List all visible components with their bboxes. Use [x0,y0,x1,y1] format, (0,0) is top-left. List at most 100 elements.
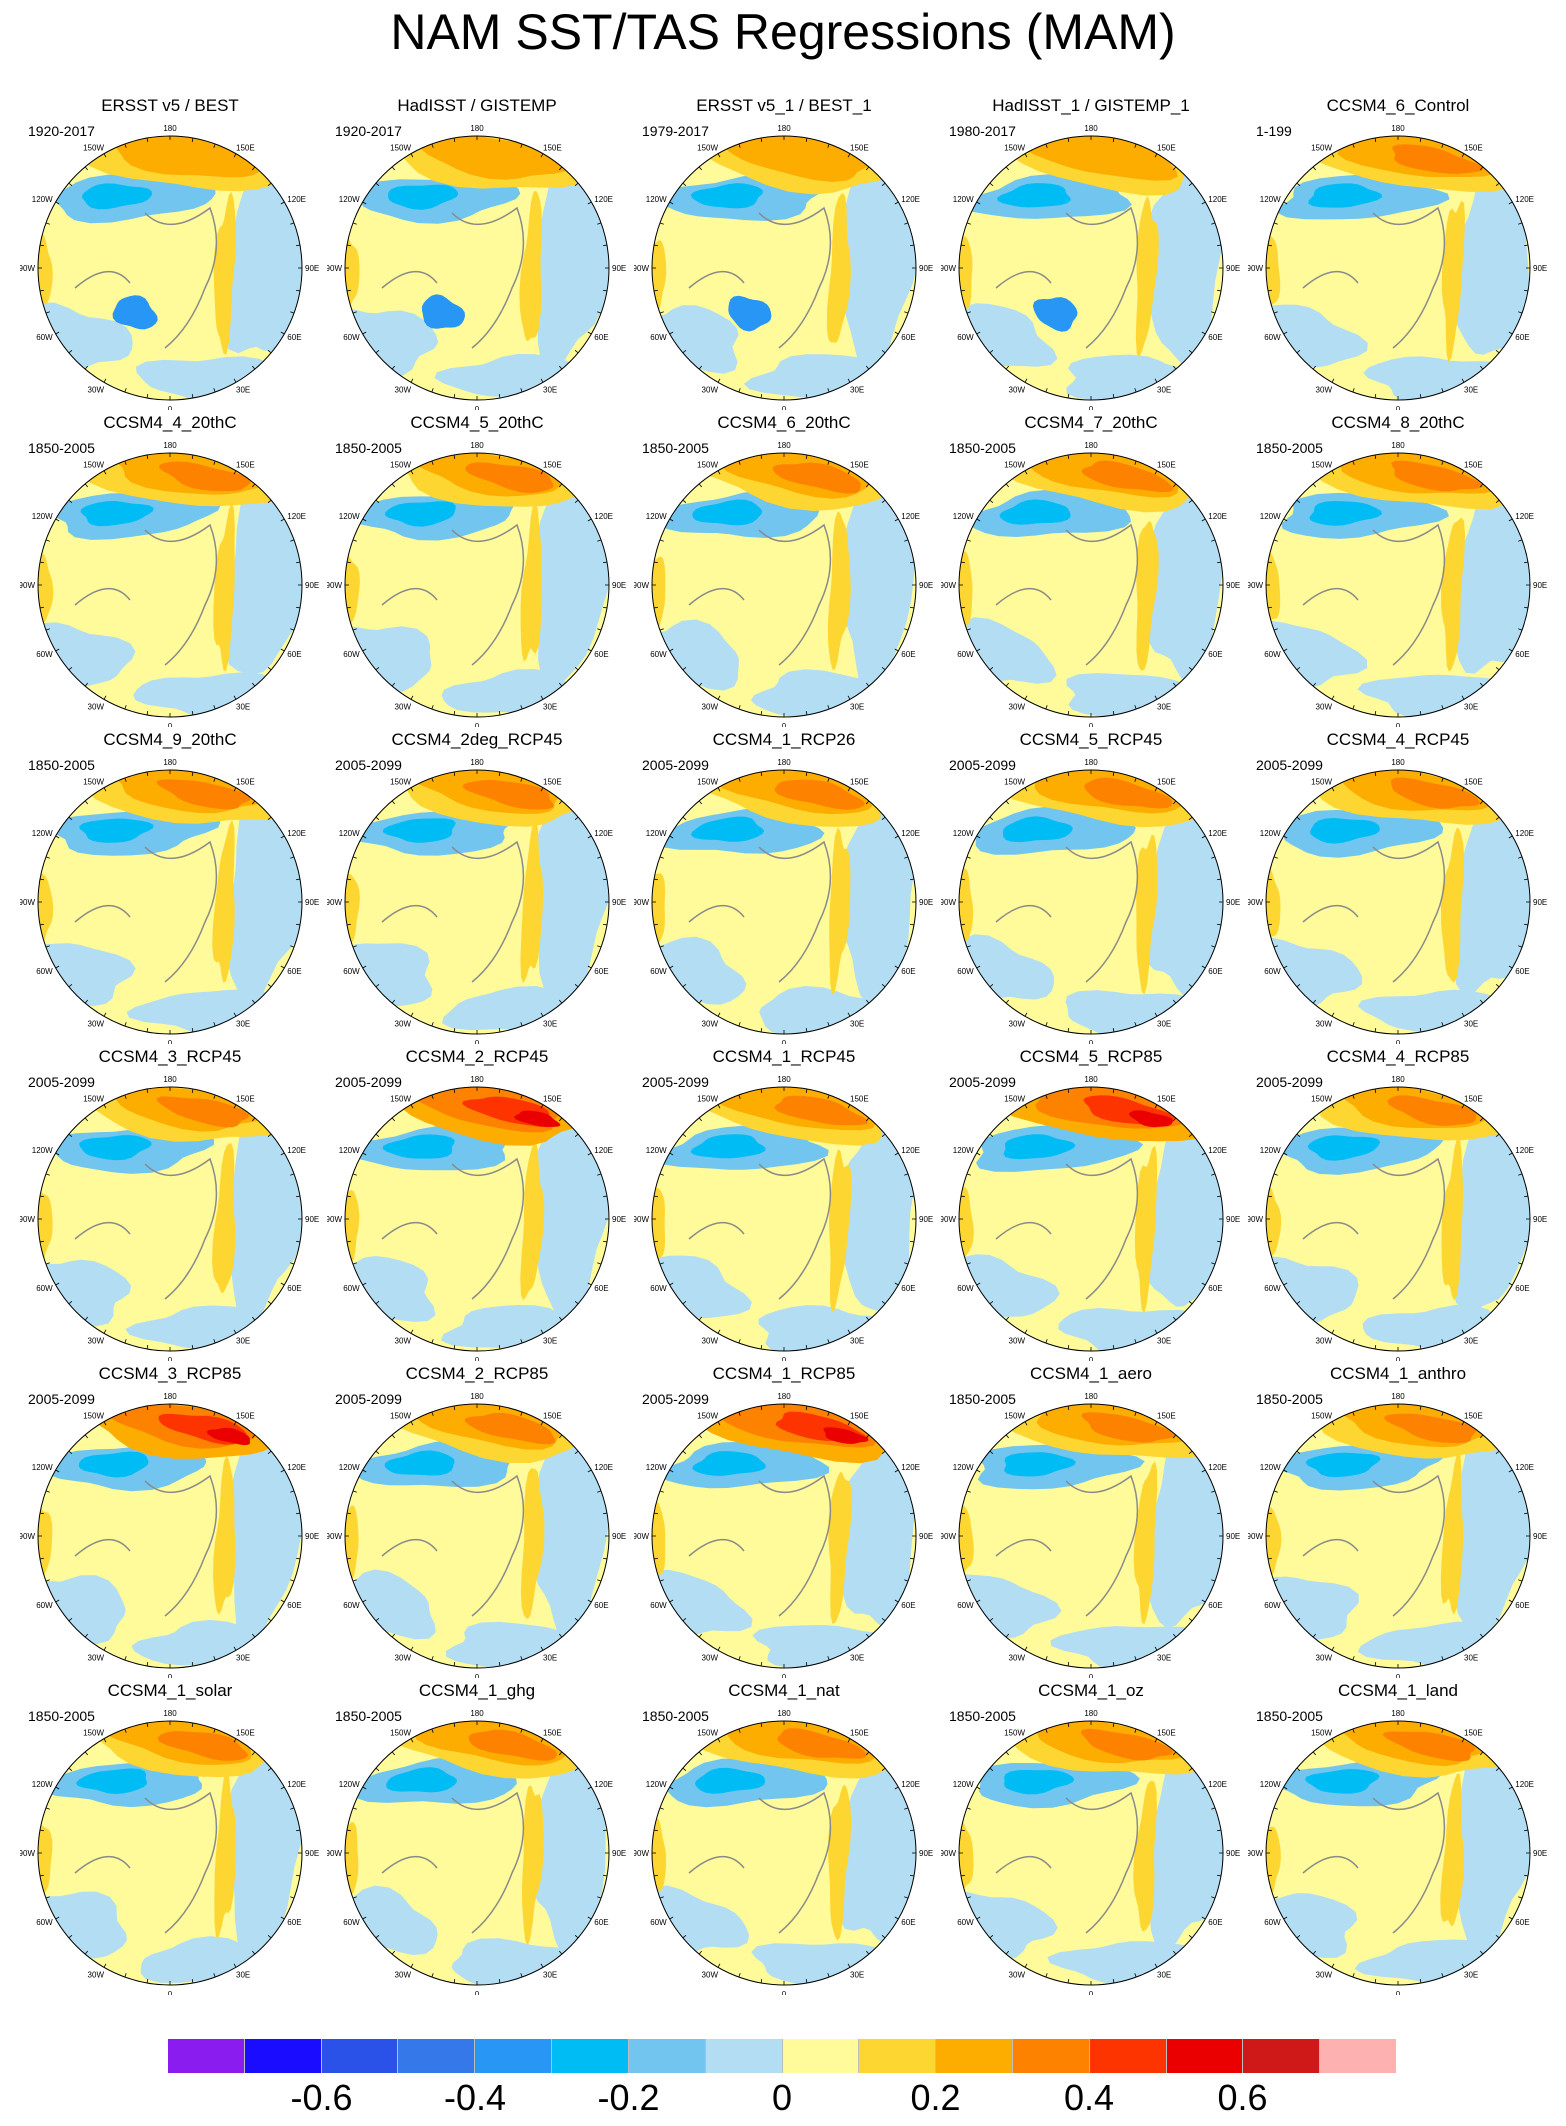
longitude-label: 90E [305,1215,319,1224]
panel-title: ERSST v5 / BEST [101,96,239,115]
longitude-label: 150W [390,1412,411,1421]
panel-title: CCSM4_6_Control [1326,96,1470,115]
longitude-label: 90E [1533,898,1547,907]
panel-period: 1979-2017 [642,123,709,139]
longitude-label: 30W [1316,702,1333,711]
longitude-label: 60W [36,967,53,976]
longitude-label: 30E [850,1970,864,1979]
polar-map: 180 150W 150E 120W 120E 90W 90E 60W 60E 30W 30E 0 [941,758,1240,1044]
panel-title: CCSM4_1_solar [107,1681,233,1700]
longitude-label: 30E [850,1653,864,1662]
longitude-label: 120E [901,829,920,838]
longitude-label: 90W [634,581,649,590]
longitude-label: 150E [1464,1412,1483,1421]
longitude-label: 120E [287,1146,306,1155]
longitude-label: 30W [88,1019,105,1028]
panel-period: 1850-2005 [642,1708,709,1724]
longitude-label: 60E [1208,1601,1222,1610]
polar-map: 180 150W 150E 120W 120E 90W 90E 60W 60E 30W 30E 0 [20,1075,319,1361]
panel-title: CCSM4_2_RCP85 [405,1364,549,1383]
polar-map: 180 150W 150E 120W 120E 90W 90E 60W 60E 30W 30E 0 [20,758,319,1044]
polar-map: 180 150W 150E 120W 120E 90W 90E 60W 60E 30W 30E 0 [1248,758,1547,1044]
longitude-label: 150W [1311,778,1332,787]
panel-title: CCSM4_4_20thC [103,413,237,432]
polar-map: 180 150W 150E 120W 120E 90W 90E 60W 60E 30W 30E 0 [1248,1392,1547,1678]
longitude-label: 60W [957,1284,974,1293]
panel-period: 2005-2099 [642,1074,709,1090]
panel-title: CCSM4_1_RCP85 [712,1364,856,1383]
longitude-label: 0 [1396,1356,1401,1361]
panel-period: 1-199 [1256,123,1292,139]
longitude-label: 90W [1248,898,1263,907]
longitude-label: 120W [1260,195,1281,204]
polar-map: 180 150W 150E 120W 120E 90W 90E 60W 60E 30W 30E 0 [20,124,319,410]
longitude-label: 30E [1464,385,1478,394]
longitude-label: 60E [1208,650,1222,659]
map-panel: 180 150W 150E 120W 120E 90W 90E 60W 60E 30W 30E 0 CC… [20,1675,320,1995]
map-panel: 180 150W 150E 120W 120E 90W 90E 60W 60E 30W 30E 0 CC… [941,724,1241,1044]
longitude-label: 120E [1208,1780,1227,1789]
longitude-label: 60W [957,967,974,976]
panel-period: 2005-2099 [335,1391,402,1407]
longitude-label: 120W [646,1780,667,1789]
panel-period: 1850-2005 [28,757,95,773]
colorbar-box [1320,2039,1396,2073]
panel-period: 1850-2005 [1256,1708,1323,1724]
polar-map: 180 150W 150E 120W 120E 90W 90E 60W 60E 30W 30E 0 [20,441,319,727]
longitude-label: 90E [612,1849,626,1858]
polar-map: 180 150W 150E 120W 120E 90W 90E 60W 60E 30W 30E 0 [634,1392,933,1678]
colorbar-box [321,2039,399,2073]
panel-period: 2005-2099 [1256,1074,1323,1090]
longitude-label: 30W [702,1970,719,1979]
longitude-label: 60W [343,1284,360,1293]
longitude-label: 90W [327,898,342,907]
map-panel: 180 150W 150E 120W 120E 90W 90E 60W 60E 30W 30E 0 CC… [634,1675,934,1995]
polar-map: 180 150W 150E 120W 120E 90W 90E 60W 60E 30W 30E 0 [941,441,1240,727]
colorbar-box [628,2039,706,2073]
map-panel: 180 150W 150E 120W 120E 90W 90E 60W 60E 30W 30E 0 CC… [20,724,320,1044]
longitude-label: 120E [287,1780,306,1789]
longitude-label: 90E [305,581,319,590]
longitude-label: 120W [1260,1146,1281,1155]
longitude-label: 120W [339,512,360,521]
longitude-label: 90E [305,1532,319,1541]
longitude-label: 120W [1260,1463,1281,1472]
longitude-label: 150E [1157,778,1176,787]
longitude-label: 120W [953,829,974,838]
longitude-label: 60W [650,1918,667,1927]
longitude-label: 60W [650,1601,667,1610]
longitude-label: 150W [1311,1729,1332,1738]
longitude-label: 120E [1208,512,1227,521]
longitude-label: 150W [83,1729,104,1738]
longitude-label: 150E [850,778,869,787]
map-panel-grid: 180 150W 150E 120W 120E 90W 90E 60W 60E 30W 30E 0 ER… [20,90,1560,2020]
longitude-label: 120E [1208,829,1227,838]
longitude-label: 150E [1157,144,1176,153]
longitude-label: 150W [697,144,718,153]
longitude-label: 120E [901,195,920,204]
panel-period: 1850-2005 [1256,440,1323,456]
panel-period: 1850-2005 [642,440,709,456]
longitude-label: 60E [1515,1918,1529,1927]
longitude-label: 90E [612,264,626,273]
longitude-label: 30E [850,702,864,711]
longitude-label: 90W [634,1215,649,1224]
longitude-label: 60E [1515,333,1529,342]
panel-period: 2005-2099 [642,757,709,773]
colorbar-tick-label: -0.4 [443,2077,507,2118]
longitude-label: 120E [287,195,306,204]
longitude-label: 60W [650,333,667,342]
polar-map: 180 150W 150E 120W 120E 90W 90E 60W 60E 30W 30E 0 [634,124,933,410]
longitude-label: 90E [919,1215,933,1224]
longitude-label: 120E [901,512,920,521]
longitude-label: 30E [236,702,250,711]
longitude-label: 90E [612,581,626,590]
longitude-label: 120W [953,512,974,521]
longitude-label: 180 [163,441,177,450]
longitude-label: 30W [1009,702,1026,711]
longitude-label: 180 [1391,1075,1405,1084]
longitude-label: 120E [1515,195,1534,204]
longitude-label: 60W [1264,650,1281,659]
longitude-label: 0 [168,1356,173,1361]
map-panel: 180 150W 150E 120W 120E 90W 90E 60W 60E 30W 30E 0 ER… [20,90,320,410]
